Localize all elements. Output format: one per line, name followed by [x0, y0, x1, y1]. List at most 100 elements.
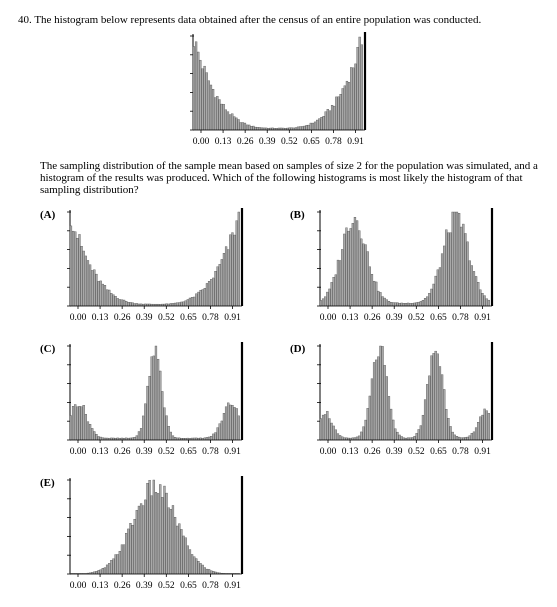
histogram-bar [481, 414, 484, 441]
option-d-histogram[interactable]: 0.00 0.13 0.26 0.39 0.52 0.65 0.78 0.91 [310, 340, 506, 464]
x-tick-label: 0.39 [136, 447, 153, 457]
histogram-bar [313, 121, 317, 131]
histogram-bar [69, 225, 73, 307]
histogram-bar [135, 435, 138, 441]
histogram-bar [364, 419, 367, 441]
x-tick-label: 0.39 [136, 313, 153, 323]
histogram-bar [114, 554, 117, 575]
histogram-bar [237, 119, 240, 131]
histogram-bar [180, 529, 183, 575]
histogram-bar [406, 302, 410, 307]
histogram-bar [326, 291, 329, 307]
histogram-bar [127, 528, 130, 575]
x-tick-label: 0.26 [237, 137, 254, 147]
histogram-bar [375, 359, 378, 441]
histogram-bar [243, 122, 247, 131]
histogram-bar [105, 289, 109, 307]
histogram-bar [97, 281, 100, 307]
histogram-bar [470, 433, 473, 441]
histogram-bar [483, 295, 486, 307]
option-e-label: (E) [40, 477, 55, 489]
histogram-bar [80, 246, 83, 307]
histogram-bar [337, 96, 340, 131]
x-tick-label: 0.91 [474, 447, 491, 457]
histogram-bar [131, 302, 134, 307]
histogram-bar [468, 260, 471, 307]
histogram-bar [309, 122, 312, 131]
x-tick-label: 0.91 [474, 313, 491, 323]
histogram-bar [192, 46, 196, 131]
histogram-bar [197, 561, 200, 575]
histogram-bar [474, 427, 478, 441]
histogram-bar [381, 296, 384, 307]
x-tick-label: 0.65 [180, 447, 197, 457]
histogram-bar [167, 507, 170, 575]
histogram-bar [76, 238, 79, 307]
histogram-bar [332, 277, 335, 307]
x-tick-label: 0.52 [281, 137, 298, 147]
histogram-bar [338, 260, 342, 307]
histogram-bar [186, 299, 189, 307]
histogram-bar [332, 425, 335, 441]
histogram-bar [212, 277, 215, 307]
histogram-bar [358, 230, 361, 307]
histogram-bar [322, 116, 325, 131]
histogram-bar [194, 41, 198, 131]
x-tick-label: 0.13 [92, 581, 109, 591]
histogram-bar [171, 505, 175, 575]
histogram-bar [470, 265, 473, 307]
histogram-bar [360, 238, 363, 307]
histogram-bar [372, 362, 376, 441]
option-a-label: (A) [40, 209, 56, 221]
histogram-bar [152, 479, 155, 575]
histogram-bar [421, 414, 425, 441]
histogram-bar [326, 411, 329, 441]
x-tick-label: 0.26 [364, 447, 381, 457]
option-a-histogram[interactable]: 0.00 0.13 0.26 0.39 0.52 0.65 0.78 0.91 [60, 206, 256, 330]
histogram-bar [430, 355, 433, 441]
histogram-bar [355, 220, 359, 307]
histogram-bar [449, 426, 452, 441]
option-b-histogram[interactable]: 0.00 0.13 0.26 0.39 0.52 0.65 0.78 0.91 [310, 206, 506, 330]
question-stem: 40. The histogram below represents data … [18, 14, 538, 27]
histogram-bar [387, 396, 391, 441]
histogram-bar [211, 89, 215, 131]
histogram-bar [341, 249, 344, 307]
histogram-bar [330, 282, 333, 307]
option-b-label: (B) [290, 209, 305, 221]
histogram-bar [326, 109, 329, 131]
histogram-bar [370, 273, 374, 307]
histogram-bar [173, 437, 177, 441]
histogram-bar [190, 297, 194, 307]
histogram-bar [144, 403, 147, 441]
histogram-bar [466, 436, 469, 441]
histogram-bar [299, 126, 302, 131]
histogram-bar [86, 260, 90, 307]
x-tick-label: 0.39 [136, 581, 153, 591]
histogram-bar [199, 59, 202, 131]
histogram-bar [156, 358, 160, 441]
x-tick-label: 0.52 [158, 313, 175, 323]
histogram-bar [430, 288, 433, 307]
option-e-histogram[interactable]: 0.00 0.13 0.26 0.39 0.52 0.65 0.78 0.91 [60, 474, 256, 598]
histogram-bar [214, 271, 217, 307]
histogram-bar [381, 346, 384, 441]
histogram-bar [415, 302, 418, 307]
x-tick-label: 0.00 [70, 581, 87, 591]
x-tick-label: 0.78 [202, 313, 219, 323]
histogram-bar [364, 244, 367, 307]
histogram-bar [343, 233, 346, 307]
option-c-histogram[interactable]: 0.00 0.13 0.26 0.39 0.52 0.65 0.78 0.91 [60, 340, 256, 464]
histogram-bar [214, 432, 217, 441]
x-tick-label: 0.39 [259, 137, 276, 147]
histogram-bar [229, 234, 232, 307]
histogram-bar [176, 302, 179, 307]
histogram-bar [197, 51, 200, 131]
histogram-bar [182, 301, 185, 307]
histogram-bar [133, 518, 136, 575]
histogram-bar [366, 251, 369, 307]
histogram-bar [218, 99, 221, 131]
histogram-bar [144, 499, 147, 575]
question-text: The histogram below represents data obta… [34, 14, 482, 26]
histogram-bar [417, 429, 420, 441]
